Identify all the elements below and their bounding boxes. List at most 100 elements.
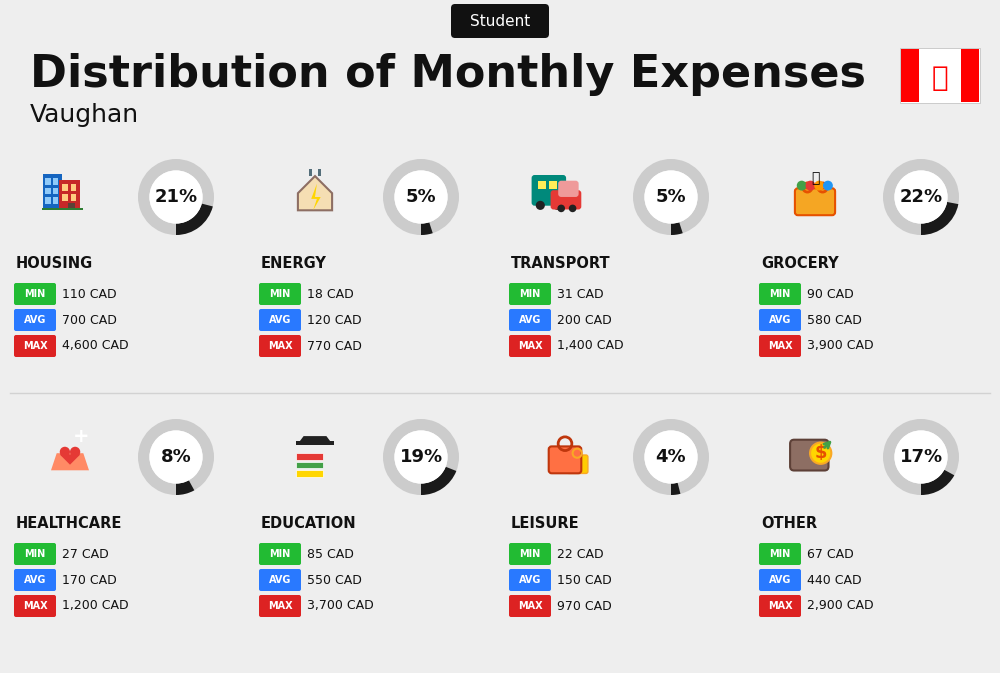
Text: 31 CAD: 31 CAD [557,287,604,301]
Text: $: $ [814,444,827,462]
FancyBboxPatch shape [759,543,801,565]
FancyBboxPatch shape [532,175,566,206]
Text: 110 CAD: 110 CAD [62,287,117,301]
FancyBboxPatch shape [259,543,301,565]
Wedge shape [633,159,709,235]
FancyBboxPatch shape [567,455,588,473]
FancyBboxPatch shape [259,595,301,617]
Wedge shape [383,419,459,495]
Circle shape [814,180,824,190]
Text: 150 CAD: 150 CAD [557,573,612,586]
FancyBboxPatch shape [509,569,551,591]
Circle shape [70,447,80,457]
Bar [900,48,980,102]
FancyBboxPatch shape [14,283,56,305]
Text: AVG: AVG [769,315,791,325]
FancyBboxPatch shape [259,283,301,305]
Circle shape [810,443,831,464]
Bar [296,441,334,445]
Bar [53,188,58,194]
Text: MAX: MAX [268,341,292,351]
Polygon shape [298,436,332,444]
Text: MAX: MAX [23,601,47,611]
FancyBboxPatch shape [759,569,801,591]
Text: MIN: MIN [269,549,291,559]
FancyBboxPatch shape [259,569,301,591]
Bar [43,174,62,209]
FancyBboxPatch shape [14,309,56,331]
Wedge shape [883,419,959,495]
Circle shape [149,431,203,484]
Text: 4,600 CAD: 4,600 CAD [62,339,129,353]
Wedge shape [176,481,194,495]
Bar [901,48,919,102]
Text: MIN: MIN [769,289,791,299]
Bar [53,178,58,185]
Text: MIN: MIN [769,549,791,559]
FancyBboxPatch shape [14,543,56,565]
Text: EDUCATION: EDUCATION [261,516,357,530]
Text: MAX: MAX [518,341,542,351]
Text: 27 CAD: 27 CAD [62,548,109,561]
Bar [62,184,68,190]
Polygon shape [298,176,332,210]
Text: 85 CAD: 85 CAD [307,548,354,561]
Bar [42,208,83,210]
Text: MAX: MAX [768,341,792,351]
Text: 200 CAD: 200 CAD [557,314,612,326]
Wedge shape [883,159,959,235]
Text: 700 CAD: 700 CAD [62,314,117,326]
Bar [62,194,68,201]
Text: 120 CAD: 120 CAD [307,314,362,326]
FancyBboxPatch shape [759,283,801,305]
Bar [296,453,323,460]
FancyBboxPatch shape [14,595,56,617]
Circle shape [569,205,576,212]
Text: 21%: 21% [154,188,198,206]
Text: MIN: MIN [519,549,541,559]
FancyBboxPatch shape [14,335,56,357]
Text: MIN: MIN [519,289,541,299]
Bar [53,197,58,204]
Wedge shape [421,467,456,495]
Text: MAX: MAX [768,601,792,611]
FancyBboxPatch shape [795,188,835,215]
Circle shape [644,431,698,484]
Bar [538,181,546,189]
Text: 2,900 CAD: 2,900 CAD [807,600,874,612]
Circle shape [644,170,698,223]
FancyBboxPatch shape [509,543,551,565]
Text: 22%: 22% [899,188,943,206]
FancyBboxPatch shape [509,309,551,331]
Text: AVG: AVG [519,575,541,585]
Text: 5%: 5% [656,188,686,206]
Bar [71,194,76,201]
Text: AVG: AVG [24,575,46,585]
Text: HOUSING: HOUSING [16,256,93,271]
Text: MIN: MIN [269,289,291,299]
Wedge shape [138,159,214,235]
Circle shape [394,170,448,223]
FancyBboxPatch shape [14,569,56,591]
Text: 18 CAD: 18 CAD [307,287,354,301]
Text: 3,900 CAD: 3,900 CAD [807,339,874,353]
FancyBboxPatch shape [549,446,581,473]
FancyBboxPatch shape [790,439,828,470]
Text: Student: Student [470,13,530,28]
Text: MAX: MAX [518,601,542,611]
Text: TRANSPORT: TRANSPORT [511,256,611,271]
Text: 770 CAD: 770 CAD [307,339,362,353]
Polygon shape [311,184,321,210]
Text: HEALTHCARE: HEALTHCARE [16,516,122,530]
Wedge shape [671,483,680,495]
Bar [45,197,51,204]
Bar [549,181,557,189]
Circle shape [60,447,70,457]
Text: AVG: AVG [269,575,291,585]
Text: +: + [73,427,90,446]
Text: MIN: MIN [24,549,46,559]
Text: AVG: AVG [269,315,291,325]
Text: 170 CAD: 170 CAD [62,573,117,586]
Bar [68,203,75,209]
Bar [71,184,76,190]
